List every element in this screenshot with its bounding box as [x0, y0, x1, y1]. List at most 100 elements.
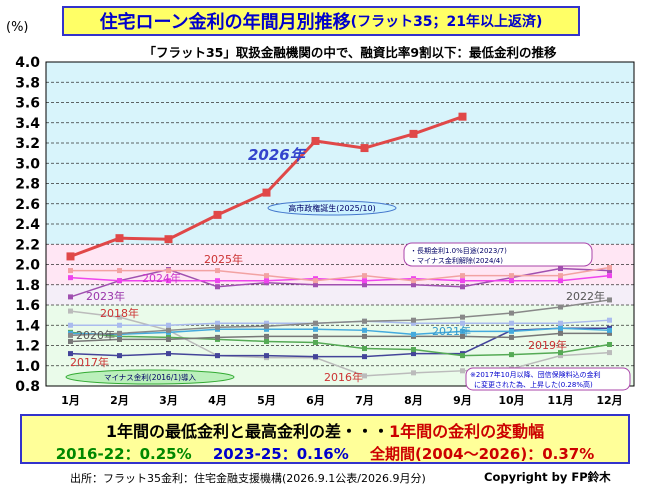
series-2024-point	[166, 278, 171, 284]
series-2019-point	[411, 347, 416, 353]
series-2020-point	[68, 338, 73, 344]
series-label-2025: 2025年	[204, 252, 243, 266]
series-2019-point	[509, 352, 514, 358]
series-2021-point	[362, 327, 367, 333]
annotation-long-rate: ・長期金利1.0%目途(2023/7)	[410, 246, 507, 255]
summary-heading-b: 1年間の金利の変動幅	[389, 422, 545, 441]
series-2022-point	[264, 323, 269, 329]
annotation-danshin-2: に変更された為、上昇した(0.28%高)	[474, 380, 593, 389]
series-2024-point	[607, 273, 612, 279]
series-2026-point	[262, 188, 271, 197]
series-2020-point	[362, 333, 367, 339]
chart-title: 住宅ローン金利の年間月別推移	[99, 12, 351, 33]
series-2016-point	[460, 368, 465, 374]
y-tick-label: 3.8	[15, 75, 40, 91]
summary-range-2016-22: 2016-22：0.25%	[55, 445, 192, 463]
series-2017-point	[362, 354, 367, 360]
series-2016-point	[68, 308, 73, 314]
series-2017-point	[68, 351, 73, 357]
series-2017-point	[264, 353, 269, 359]
y-tick-label: 3.0	[15, 156, 40, 172]
x-tick-label: 7月	[355, 394, 374, 407]
x-tick-label: 10月	[498, 394, 524, 407]
series-2022-point	[215, 324, 220, 330]
x-tick-label: 3月	[159, 394, 178, 407]
y-tick-label: 3.2	[15, 136, 40, 152]
series-2026-point	[409, 129, 418, 138]
series-2022-line	[70, 299, 610, 337]
series-2018-point	[509, 320, 514, 326]
series-2021-point	[460, 328, 465, 334]
series-2019-point	[313, 339, 318, 345]
summary-heading: 1年間の最低金利と最高金利の差・・・1年間の金利の変動幅	[32, 418, 618, 442]
series-2017-point	[166, 351, 171, 357]
line-chart: 0.8 1.0 1.2 1.4 1.6 1.8 2.0 2.2 2.4 2.6 2.8 3.0 3.2 3…	[15, 55, 635, 407]
series-2016-point	[362, 373, 367, 379]
series-2020-point	[166, 336, 171, 342]
y-tick-label: 2.0	[15, 258, 40, 274]
series-2025-point	[117, 268, 122, 274]
series-2022-point	[117, 330, 122, 336]
plot-frame	[45, 61, 635, 387]
series-2016-point	[607, 350, 612, 356]
series-2026-point	[115, 234, 124, 243]
series-2024-point	[68, 275, 73, 281]
y-tick-label: 1.8	[15, 278, 40, 294]
x-tick-label: 5月	[257, 394, 276, 407]
series-2024-point	[264, 278, 269, 284]
annotation-danshin-box	[465, 367, 631, 391]
series-2019-point	[607, 341, 612, 347]
series-2022-point	[166, 327, 171, 333]
summary-box: 1年間の最低金利と最高金利の差・・・1年間の金利の変動幅 2016-22：0.2…	[20, 414, 630, 464]
x-tick-label: 11月	[547, 394, 573, 407]
series-2025-point	[460, 273, 465, 279]
series-2021-point	[607, 327, 612, 333]
series-2018-point	[215, 320, 220, 326]
y-tick-label: 1.2	[15, 339, 40, 355]
series-2020-point	[264, 333, 269, 339]
x-tick-label: 6月	[306, 394, 325, 407]
annotation-danshin-1: ※2017年10月以降、団信保険料込の金利	[470, 370, 601, 379]
series-2022-point	[362, 318, 367, 324]
series-2021-point	[264, 326, 269, 332]
series-2023-point	[411, 282, 416, 288]
series-2024-point	[558, 278, 563, 284]
series-2025-point	[362, 273, 367, 279]
series-2021-point	[411, 331, 416, 337]
y-tick-label: 3.4	[15, 116, 40, 132]
series-2017-point	[313, 354, 318, 360]
series-2025-point	[607, 265, 612, 271]
series-2018-point	[460, 320, 465, 326]
series-2020-point	[558, 330, 563, 336]
series-2022-point	[509, 310, 514, 316]
series-2020-point	[117, 336, 122, 342]
copyright: Copyright by FP鈴木	[484, 470, 611, 484]
chart-subtitle: 「フラット35」取扱金融機関の中で、融資比率9割以下：最低金利の推移	[143, 45, 557, 60]
series-2021-point	[313, 326, 318, 332]
annotation-takaichi-box	[267, 200, 397, 216]
series-2016-point	[411, 370, 416, 376]
y-tick-label: 3.6	[15, 96, 40, 112]
y-tick-label: 2.2	[15, 237, 40, 253]
series-2023-point	[215, 284, 220, 290]
annotation-negative-rate-box	[65, 369, 235, 385]
summary-heading-a: 1年間の最低金利と最高金利の差・・・	[105, 422, 389, 441]
y-tick-label: 4.0	[15, 55, 40, 71]
series-2026-point	[66, 252, 75, 261]
series-2025-point	[509, 273, 514, 279]
series-2022-point	[607, 297, 612, 303]
series-2021-point	[509, 328, 514, 334]
series-label-2020: 2020年	[76, 328, 115, 342]
summary-range-2023-25: 2023-25：0.16%	[212, 445, 349, 463]
series-2018-point	[68, 322, 73, 328]
background-band-2	[46, 284, 634, 305]
series-2020-point	[460, 333, 465, 339]
x-tick-label: 1月	[61, 394, 80, 407]
series-2026-point	[213, 210, 222, 219]
series-2019-point	[264, 338, 269, 344]
series-2021-line	[70, 327, 610, 336]
series-2024-point	[117, 278, 122, 284]
series-2025-point	[411, 278, 416, 284]
chart-title-sub: (フラット35；21年以上返済)	[350, 14, 543, 30]
series-2024-point	[460, 278, 465, 284]
